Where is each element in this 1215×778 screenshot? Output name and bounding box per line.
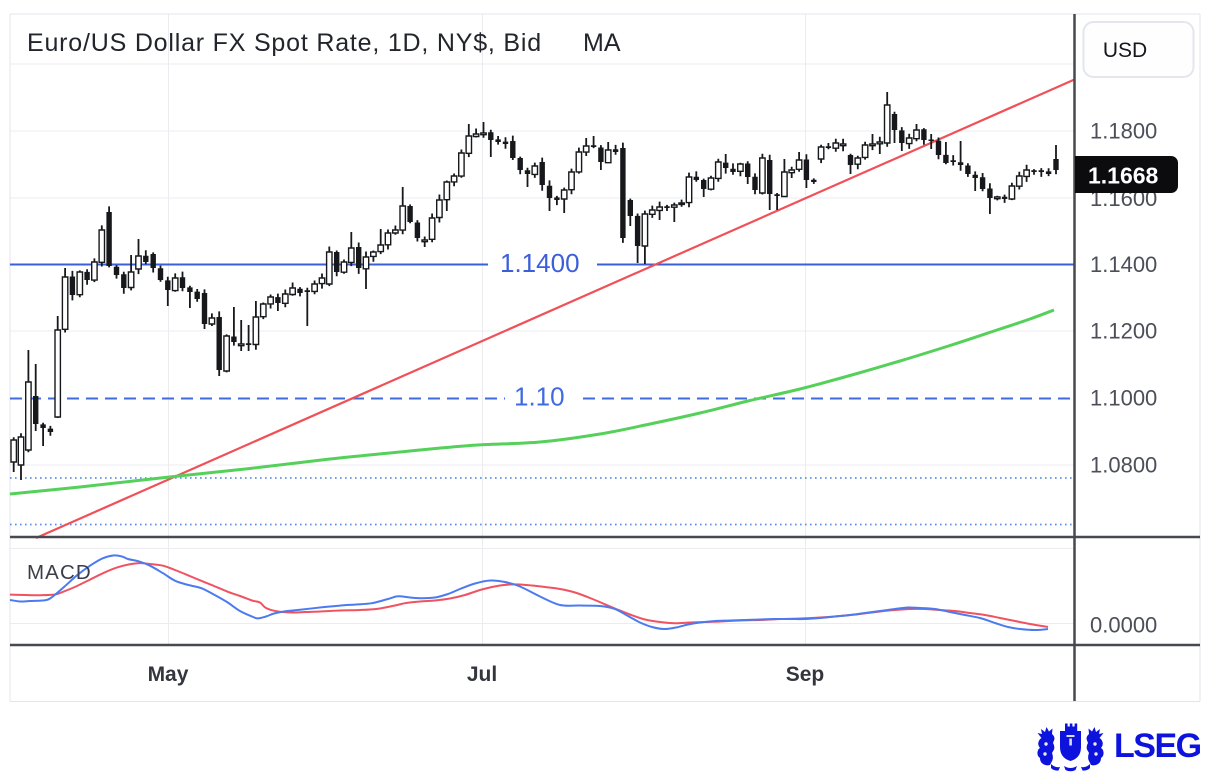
svg-text:1.0800: 1.0800 — [1090, 453, 1157, 478]
svg-text:LSEG: LSEG — [1114, 727, 1201, 765]
svg-text:MA: MA — [583, 29, 621, 57]
svg-text:USD: USD — [1103, 39, 1147, 62]
svg-text:1.1000: 1.1000 — [1090, 386, 1157, 411]
svg-text:1.1400: 1.1400 — [500, 248, 580, 278]
svg-text:1.1668: 1.1668 — [1088, 163, 1159, 189]
svg-text:Euro/US Dollar FX Spot Rate, 1: Euro/US Dollar FX Spot Rate, 1D, NY$, Bi… — [27, 29, 542, 57]
svg-text:1.1400: 1.1400 — [1090, 252, 1157, 277]
svg-text:1.1800: 1.1800 — [1090, 119, 1157, 144]
svg-text:0.0000: 0.0000 — [1090, 613, 1157, 638]
svg-text:MACD: MACD — [27, 561, 92, 584]
svg-text:Sep: Sep — [786, 663, 825, 686]
svg-text:May: May — [148, 663, 189, 686]
svg-text:Jul: Jul — [467, 663, 497, 686]
svg-text:1.1200: 1.1200 — [1090, 319, 1157, 344]
svg-text:1.10: 1.10 — [514, 382, 565, 412]
